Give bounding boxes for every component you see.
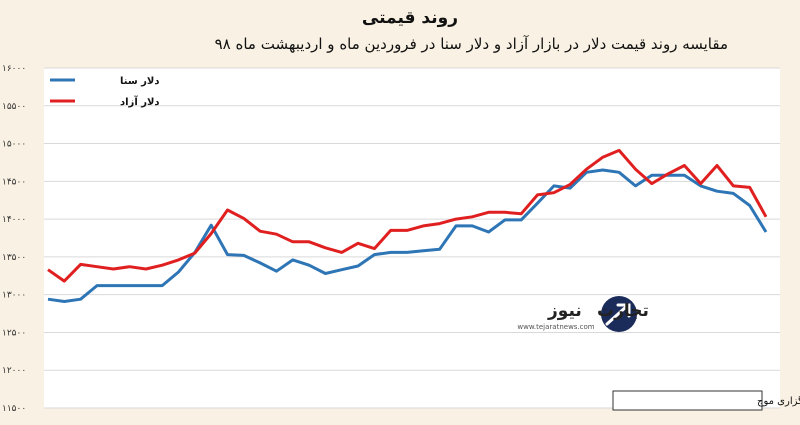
y-tick-label: ۱۲۰۰۰ <box>2 366 26 376</box>
y-tick-label: ۱۴۵۰۰ <box>2 177 26 187</box>
chart-subtitle: مقایسه روند قیمت دلار در بازار آزاد و دل… <box>214 35 728 53</box>
gridlines <box>44 67 780 409</box>
brand-name-part2: نیوز <box>547 301 582 321</box>
y-tick-label: ۱۳۰۰۰ <box>2 291 26 301</box>
y-tick-label: ۱۴۰۰۰ <box>2 215 26 225</box>
brand-watermark: تجارت نیوز www.tejaratnews.com <box>517 296 649 332</box>
y-tick-label: ۱۱۵۰۰ <box>2 404 26 414</box>
source-box: منبع: سامانه سنا و خبرگزاری موج <box>612 390 800 411</box>
legend-label-sana: دلار سنا <box>120 76 160 87</box>
brand-logo-arrow-icon <box>605 303 631 326</box>
chart-title: روند قیمتی <box>361 8 458 28</box>
series-line-azad <box>47 148 768 283</box>
legend: دلار سنا دلار آزاد <box>50 76 160 108</box>
y-tick-label: ۱۶۰۰۰ <box>2 64 26 74</box>
legend-label-azad: دلار آزاد <box>120 95 160 108</box>
brand-url: www.tejaratnews.com <box>517 323 594 331</box>
y-tick-label: ۱۲۵۰۰ <box>2 328 26 338</box>
y-tick-label: ۱۵۰۰۰ <box>2 140 26 150</box>
y-tick-label: ۱۵۵۰۰ <box>2 102 26 112</box>
plot-area <box>44 68 780 408</box>
y-tick-label: ۱۳۵۰۰ <box>2 253 26 263</box>
series-lines <box>47 148 768 303</box>
source-text: منبع: سامانه سنا و خبرگزاری موج <box>757 395 800 407</box>
brand-name-part1: تجارت <box>597 301 649 321</box>
y-axis-ticks: ۱۱۵۰۰ ۱۲۰۰۰ ۱۲۵۰۰ ۱۳۰۰۰ ۱۳۵۰۰ ۱۴۰۰۰ ۱۴۵۰۰ ۱۵۰۰۰… <box>2 64 26 414</box>
source-box-border <box>612 390 763 411</box>
